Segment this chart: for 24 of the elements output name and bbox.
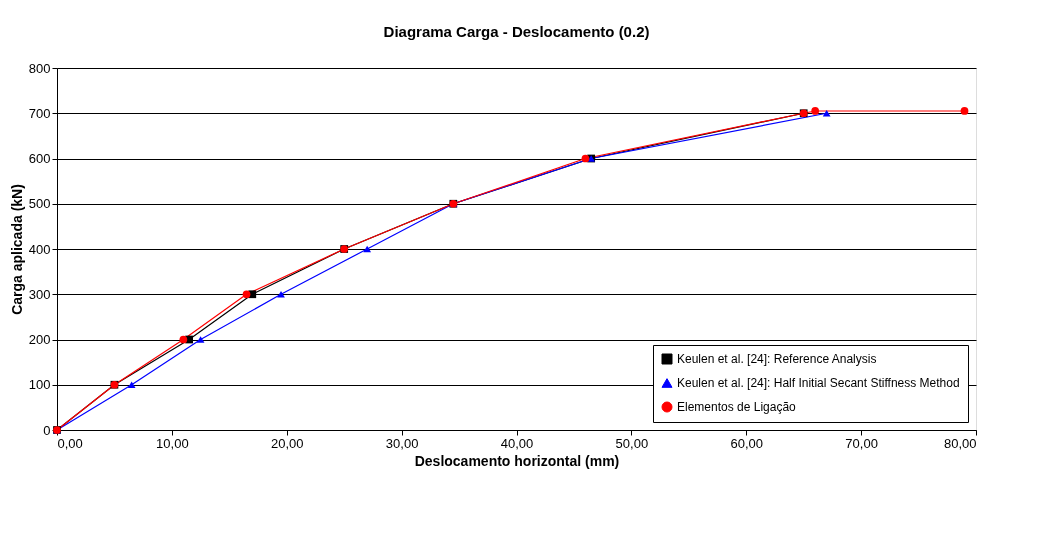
y-tick-label: 500 [28, 196, 51, 212]
x-tick-label: 20,00 [270, 435, 304, 451]
legend-label: Keulen et al. [24]: Half Initial Secant Stiffness Method [677, 376, 960, 390]
y-tick-label: 100 [28, 377, 51, 393]
x-tick-label: 60,00 [730, 435, 764, 451]
y-tick-label: 300 [28, 286, 51, 302]
y-tick-label: 400 [28, 241, 51, 257]
x-tick-label: 10,00 [156, 435, 189, 451]
y-tick-label: 800 [28, 60, 51, 76]
y-axis-title: Carga aplicada (kN) [8, 184, 25, 315]
x-tick-label: 50,00 [615, 435, 649, 451]
y-tick-label: 600 [28, 151, 51, 166]
chart-title: Diagrama Carga - Deslocamento (0.2) [383, 23, 650, 40]
y-tick-label: 700 [28, 105, 51, 121]
legend-label: Keulen et al. [24]: Reference Analysis [677, 352, 877, 366]
x-tick-label: 30,00 [385, 435, 419, 451]
y-tick-label: 200 [28, 332, 51, 347]
x-tick-label: 80,00 [943, 435, 977, 451]
legend-label: Elementos de Ligação [677, 400, 797, 414]
x-axis-title: Deslocamento horizontal (mm) [414, 452, 620, 469]
x-tick-label: 40,00 [500, 435, 534, 451]
x-tick-label: 0,00 [57, 435, 83, 451]
y-tick-label: 0 [43, 422, 51, 438]
x-tick-label: 70,00 [845, 435, 878, 451]
